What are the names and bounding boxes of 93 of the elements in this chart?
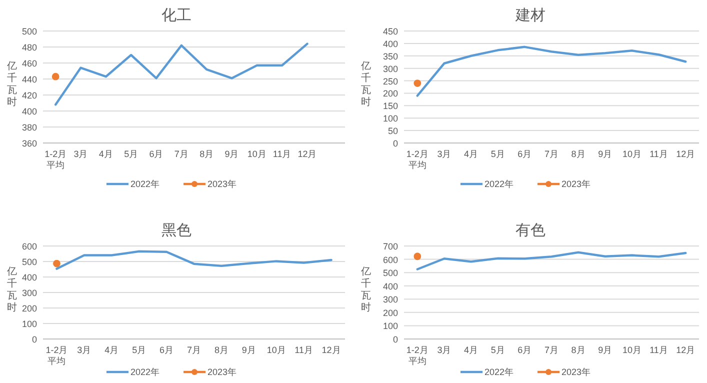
x-tick-label: 1-2月平均 — [406, 149, 428, 170]
y-tick-label: 300 — [22, 288, 37, 298]
y-axis-title: 亿千瓦时 — [360, 61, 371, 108]
y-tick-label: 440 — [22, 74, 37, 84]
x-tick-label: 6月 — [518, 149, 532, 159]
x-tick-label: 5月 — [490, 345, 505, 355]
y-tick-label: 360 — [22, 138, 37, 148]
x-tick-label: 12月 — [676, 149, 696, 159]
y-tick-label: 100 — [382, 321, 398, 332]
x-tick-label: 5月 — [490, 149, 505, 159]
x-tick-label: 11月 — [650, 149, 668, 159]
x-tick-label: 12月 — [322, 345, 341, 355]
y-tick-label: 450 — [382, 26, 398, 36]
y-tick-label: 600 — [22, 242, 37, 252]
x-tick-label: 8月 — [571, 149, 586, 159]
x-tick-label: 12月 — [676, 345, 696, 355]
y-tick-label: 100 — [22, 319, 37, 329]
y-tick-label: 400 — [382, 281, 398, 292]
y-tick-label: 0 — [392, 138, 398, 148]
x-tick-label: 10月 — [247, 149, 266, 159]
x-tick-label: 1-2月平均 — [44, 149, 67, 170]
y-tick-label: 300 — [382, 64, 398, 74]
y-tick-label: 0 — [32, 334, 37, 344]
x-tick-label: 10月 — [622, 345, 642, 355]
y-tick-label: 460 — [22, 58, 37, 68]
x-tick-label: 1-2月平均 — [406, 345, 428, 366]
x-tick-label: 4月 — [464, 345, 478, 355]
x-tick-label: 8月 — [200, 149, 214, 159]
x-tick-label: 3月 — [437, 149, 452, 159]
x-tick-label: 5月 — [132, 345, 146, 355]
legend-label: 2022年 — [484, 179, 514, 189]
y-tick-label: 400 — [22, 272, 37, 282]
chart-title: 化工 — [162, 7, 192, 24]
x-tick-label: 3月 — [77, 345, 92, 355]
y-tick-label: 0 — [392, 334, 398, 344]
y-tick-label: 420 — [22, 90, 37, 100]
x-tick-label: 7月 — [174, 149, 188, 159]
y-tick-label: 500 — [382, 268, 398, 278]
x-tick-label: 4月 — [104, 345, 119, 355]
x-tick-label: 6月 — [518, 345, 532, 355]
chart-title: 建材 — [514, 7, 546, 24]
y-axis-title: 亿千瓦时 — [6, 61, 17, 108]
x-tick-label: 10月 — [266, 345, 286, 355]
x-tick-label: 1-2月平均 — [46, 345, 68, 366]
y-tick-label: 500 — [22, 257, 37, 267]
y-tick-label: 250 — [382, 76, 398, 86]
legend-label: 2022年 — [130, 367, 160, 377]
y-tick-label: 300 — [382, 294, 398, 305]
y-tick-label: 500 — [22, 26, 37, 36]
y-tick-label: 100 — [382, 114, 398, 124]
x-tick-label: 7月 — [186, 345, 202, 355]
x-tick-label: 9月 — [224, 149, 239, 159]
y-tick-label: 200 — [22, 304, 37, 314]
y-axis-title: 亿千瓦时 — [360, 266, 371, 314]
x-tick-label: 3月 — [437, 345, 452, 355]
legend-label: 2022年 — [130, 179, 160, 189]
chart-title: 黑色 — [162, 222, 192, 239]
y-tick-label: 380 — [22, 122, 37, 132]
x-tick-label: 5月 — [124, 149, 138, 159]
x-tick-label: 11月 — [272, 149, 292, 159]
y-tick-label: 350 — [382, 51, 398, 62]
x-tick-label: 12月 — [298, 149, 317, 159]
x-tick-label: 9月 — [242, 345, 256, 355]
y-tick-label: 400 — [382, 38, 398, 49]
x-tick-label: 7月 — [544, 345, 559, 355]
legend-label: 2023年 — [562, 179, 591, 189]
legend-label: 2023年 — [208, 179, 237, 189]
y-tick-label: 150 — [382, 101, 398, 112]
x-tick-label: 7月 — [544, 149, 559, 159]
x-tick-label: 8月 — [214, 345, 228, 355]
x-tick-label: 8月 — [571, 345, 586, 355]
x-tick-label: 4月 — [464, 149, 478, 159]
x-tick-label: 11月 — [294, 345, 313, 355]
y-tick-label: 200 — [382, 308, 398, 318]
chart-title: 有色 — [516, 222, 546, 239]
y-tick-label: 400 — [22, 106, 37, 116]
legend-label: 2022年 — [484, 367, 514, 377]
x-tick-label: 4月 — [98, 149, 113, 159]
y-tick-label: 600 — [382, 254, 398, 265]
legend-label: 2023年 — [208, 367, 237, 377]
legend-label: 2023年 — [562, 367, 591, 377]
y-tick-label: 480 — [22, 42, 37, 52]
y-tick-label: 50 — [388, 126, 398, 136]
x-tick-label: 11月 — [650, 345, 668, 355]
y-axis-title: 亿千瓦时 — [6, 266, 17, 314]
x-tick-label: 6月 — [149, 149, 164, 159]
x-tick-label: 3月 — [74, 149, 88, 159]
x-tick-label: 9月 — [598, 149, 612, 159]
x-tick-label: 9月 — [598, 345, 612, 355]
x-tick-label: 6月 — [160, 345, 174, 355]
y-tick-label: 200 — [382, 88, 398, 99]
y-tick-label: 700 — [382, 242, 398, 252]
x-tick-label: 10月 — [622, 149, 642, 159]
